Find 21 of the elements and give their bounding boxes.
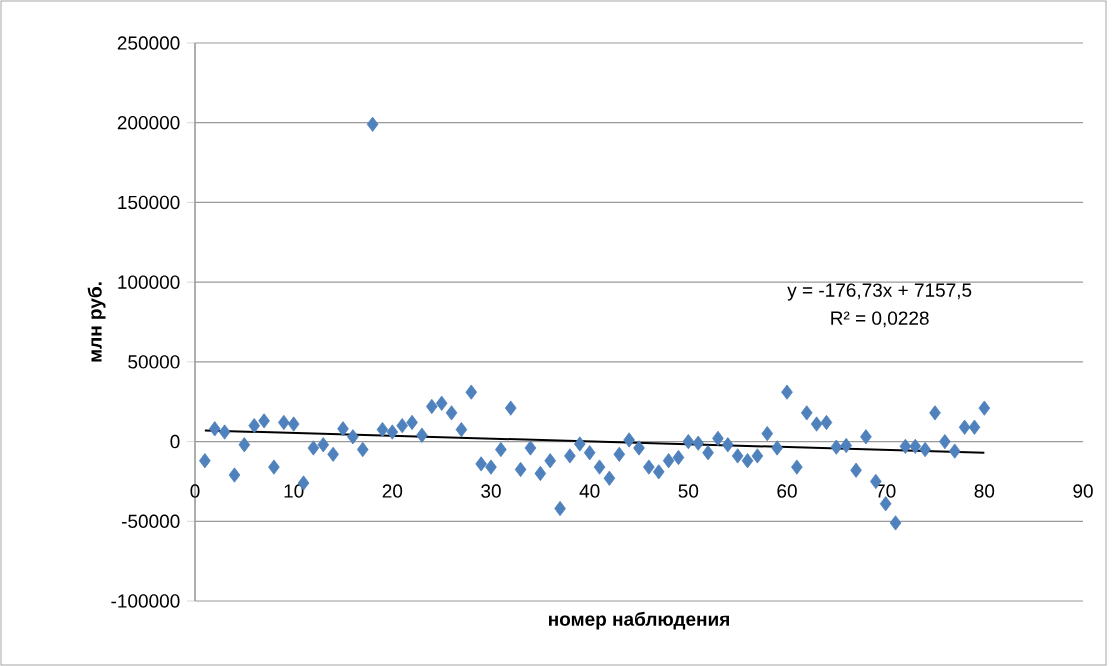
x-tick-label: 0 <box>190 484 200 498</box>
x-tick-label: 80 <box>974 484 995 498</box>
y-tick-label: 0 <box>170 434 180 449</box>
x-tick-label: 20 <box>382 484 403 498</box>
y-tick-label: 50000 <box>128 355 180 369</box>
x-tick-label: 70 <box>876 484 896 498</box>
y-tick-label: 150000 <box>118 195 180 210</box>
x-tick-label: 40 <box>579 484 600 498</box>
x-tick-label: 90 <box>1073 484 1093 498</box>
annotation: R² = 0,0228 <box>831 311 929 328</box>
x-tick-label: 50 <box>678 484 699 498</box>
annotation: y = -176,73x + 7157,5 <box>787 283 972 301</box>
x-tick-label: 30 <box>481 484 501 498</box>
x-axis-title: номер наблюдения <box>549 611 729 630</box>
y-tick-label: 200000 <box>117 115 180 130</box>
y-tick-label: -50000 <box>121 514 180 529</box>
y-tick-label: 250000 <box>117 36 180 50</box>
x-tick-label: 60 <box>777 484 797 498</box>
y-axis-title: млн руб. <box>87 282 106 362</box>
y-tick-label: 100000 <box>118 275 180 289</box>
y-tick-label: -100000 <box>111 594 180 608</box>
